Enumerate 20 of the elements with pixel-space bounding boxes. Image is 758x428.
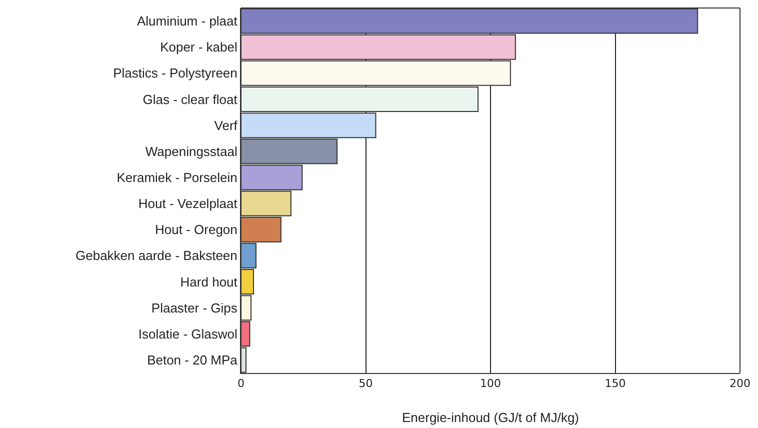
- y-tick-label: Verf: [214, 118, 238, 133]
- y-tick-label: Glas - clear float: [142, 92, 238, 107]
- y-tick-label: Wapeningsstaal: [145, 144, 238, 159]
- y-tick-label: Isolatie - Glaswol: [138, 326, 238, 342]
- x-tick-label: 0: [238, 377, 244, 390]
- y-tick-label: Hard hout: [180, 274, 238, 290]
- y-tick-label: Hout - Vezelplaat: [138, 196, 238, 212]
- y-tick-label: Beton - 20 MPa: [147, 352, 238, 368]
- x-tick-label: 50: [358, 377, 373, 390]
- y-tick-label: Hout - Oregon: [155, 222, 238, 238]
- x-axis-title: Energie-inhoud (GJ/t of MJ/kg): [402, 410, 580, 425]
- y-tick-label: Koper - kabel: [160, 40, 238, 55]
- y-tick-label: Plaaster - Gips: [151, 300, 238, 316]
- x-tick-label: 150: [604, 377, 626, 390]
- y-tick-label: Aluminium - plaat: [136, 14, 238, 29]
- x-tick-label: 200: [730, 377, 750, 390]
- y-tick-label: Gebakken aarde - Baksteen: [76, 248, 238, 264]
- y-tick-label: Plastics - Polystyreen: [113, 66, 238, 81]
- x-tick-label: 100: [480, 377, 501, 390]
- y-tick-label: Keramiek - Porselein: [116, 170, 238, 186]
